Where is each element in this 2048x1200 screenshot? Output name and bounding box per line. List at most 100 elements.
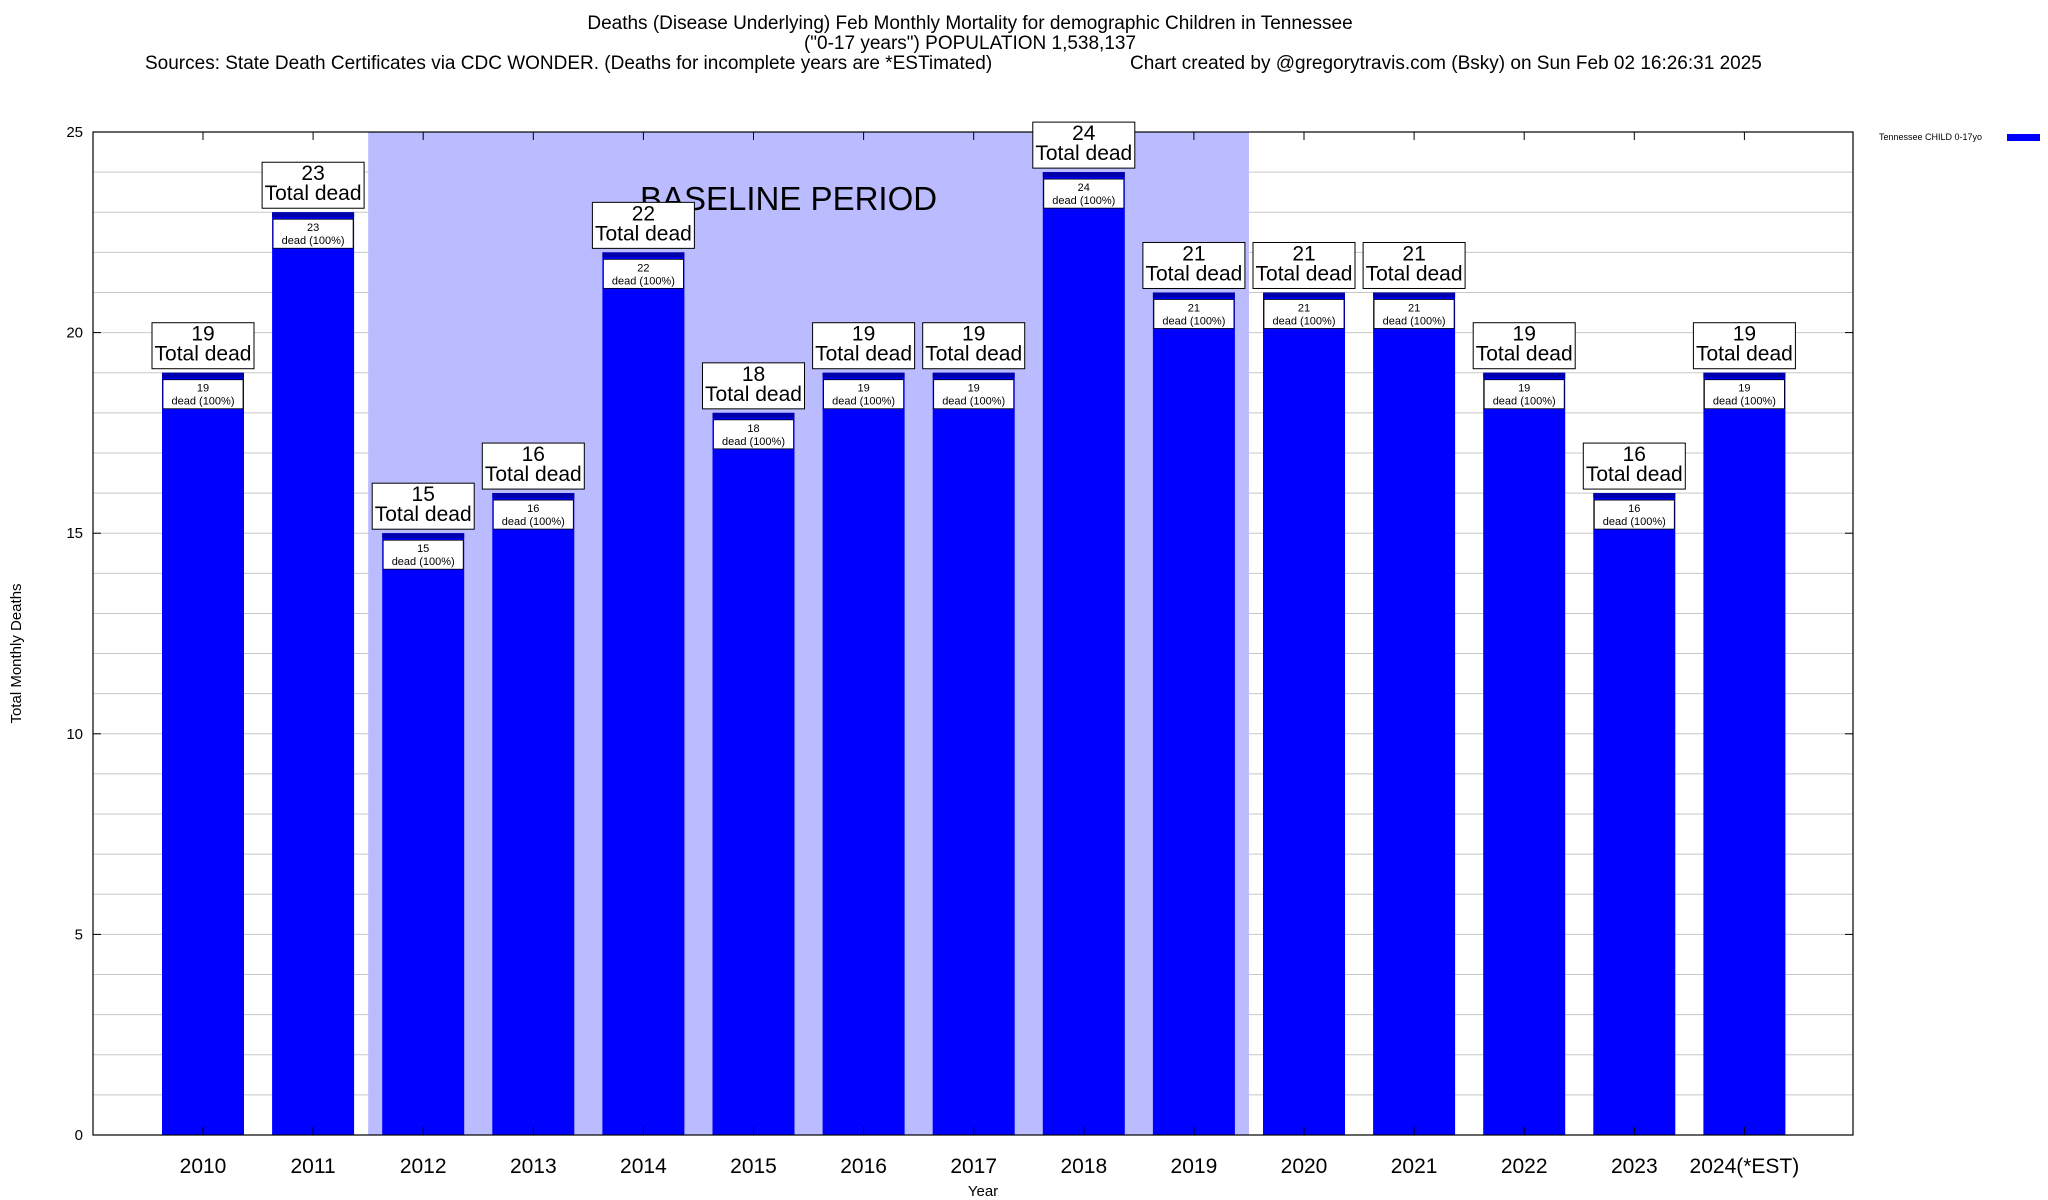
inner-label-value: 21 xyxy=(1188,302,1200,314)
inner-label-text: dead (100%) xyxy=(1493,396,1556,408)
inner-label-text: dead (100%) xyxy=(1383,315,1446,327)
total-label-text: Total dead xyxy=(375,503,472,526)
bar xyxy=(602,252,685,1136)
total-label-text: Total dead xyxy=(1256,262,1353,285)
x-tick-label: 2020 xyxy=(1281,1155,1328,1178)
x-tick-label: 2016 xyxy=(840,1155,887,1178)
total-label-value: 16 xyxy=(522,443,545,466)
total-label-text: Total dead xyxy=(1145,262,1242,285)
x-tick-label: 2010 xyxy=(180,1155,227,1178)
bar-cap xyxy=(1593,493,1676,499)
bar-cap xyxy=(932,372,1015,378)
bar-cap xyxy=(602,252,685,258)
total-label-box xyxy=(1472,322,1576,370)
x-tick-label: 2021 xyxy=(1391,1155,1438,1178)
total-label-value: 15 xyxy=(412,483,435,506)
total-label-box xyxy=(151,322,255,370)
x-tick-label: 2011 xyxy=(291,1155,336,1178)
bar xyxy=(1152,292,1235,1136)
total-label-text: Total dead xyxy=(1696,343,1793,366)
total-label-text: Total dead xyxy=(485,463,582,486)
inner-label-text: dead (100%) xyxy=(832,396,895,408)
bar xyxy=(1373,292,1456,1136)
x-tick-label: 2024(*EST) xyxy=(1690,1155,1800,1178)
y-tick-label: 0 xyxy=(75,1127,83,1144)
chart-credit: Chart created by @gregorytravis.com (Bsk… xyxy=(1130,53,1762,74)
x-tick-label: 2012 xyxy=(400,1155,447,1178)
inner-label-box xyxy=(1704,379,1785,410)
inner-label-text: dead (100%) xyxy=(1162,315,1225,327)
total-label-text: Total dead xyxy=(1366,262,1463,285)
inner-label-value: 19 xyxy=(857,383,869,395)
inner-label-box xyxy=(382,539,464,570)
chart-title-block: Deaths (Disease Underlying) Feb Monthly … xyxy=(0,0,2048,80)
inner-label-box xyxy=(1153,299,1235,329)
inner-label-value: 19 xyxy=(968,383,980,395)
x-tick-label: 2017 xyxy=(950,1155,997,1178)
total-label-box xyxy=(1142,241,1246,289)
total-label-box xyxy=(1692,322,1796,370)
total-label-text: Total dead xyxy=(815,343,912,366)
inner-label-text: dead (100%) xyxy=(172,396,235,408)
y-tick-label: 25 xyxy=(66,124,83,141)
bar-cap xyxy=(382,533,465,539)
bar xyxy=(492,493,575,1136)
total-label-text: Total dead xyxy=(1586,463,1683,486)
inner-label-box xyxy=(1373,299,1455,329)
bar-cap xyxy=(1483,372,1566,378)
inner-label-box xyxy=(272,218,354,249)
legend-swatch xyxy=(2007,134,2040,141)
total-label-box xyxy=(1582,442,1686,490)
total-label-box xyxy=(371,482,475,530)
bar-cap xyxy=(1373,292,1456,298)
inner-label-box xyxy=(823,379,904,410)
inner-label-value: 16 xyxy=(527,503,539,515)
x-tick-label: 2013 xyxy=(510,1155,557,1178)
inner-label-text: dead (100%) xyxy=(1273,315,1336,327)
bar-cap xyxy=(1042,172,1125,178)
inner-label-box xyxy=(933,379,1015,410)
bar xyxy=(382,533,465,1135)
inner-label-box xyxy=(1043,178,1125,209)
inner-label-value: 19 xyxy=(1518,383,1530,395)
total-label-value: 19 xyxy=(852,323,875,346)
total-label-text: Total dead xyxy=(595,222,692,245)
total-label-value: 23 xyxy=(301,162,324,185)
total-label-value: 21 xyxy=(1402,242,1425,265)
inner-label-value: 21 xyxy=(1298,302,1310,314)
bar xyxy=(1483,372,1566,1136)
total-label-box xyxy=(591,201,695,249)
bar-cap xyxy=(492,493,575,499)
inner-label-box xyxy=(1593,499,1675,530)
bar-cap xyxy=(162,372,244,378)
total-label-text: Total dead xyxy=(265,182,362,205)
inner-label-text: dead (100%) xyxy=(282,235,345,247)
inner-label-value: 23 xyxy=(307,222,319,234)
total-label-text: Total dead xyxy=(1035,142,1132,165)
inner-label-text: dead (100%) xyxy=(1603,516,1666,528)
x-axis-label: Year xyxy=(968,1183,998,1200)
bar xyxy=(712,412,795,1136)
total-label-text: Total dead xyxy=(1476,343,1573,366)
total-label-value: 21 xyxy=(1292,242,1315,265)
inner-label-text: dead (100%) xyxy=(502,516,565,528)
inner-label-text: dead (100%) xyxy=(392,556,455,568)
inner-label-value: 19 xyxy=(197,383,209,395)
inner-label-box xyxy=(1483,379,1565,410)
total-label-value: 21 xyxy=(1182,242,1205,265)
bar-cap xyxy=(1152,292,1235,298)
chart-sources: Sources: State Death Certificates via CD… xyxy=(145,53,993,74)
bar xyxy=(1703,372,1786,1136)
bar-cap xyxy=(712,412,795,418)
